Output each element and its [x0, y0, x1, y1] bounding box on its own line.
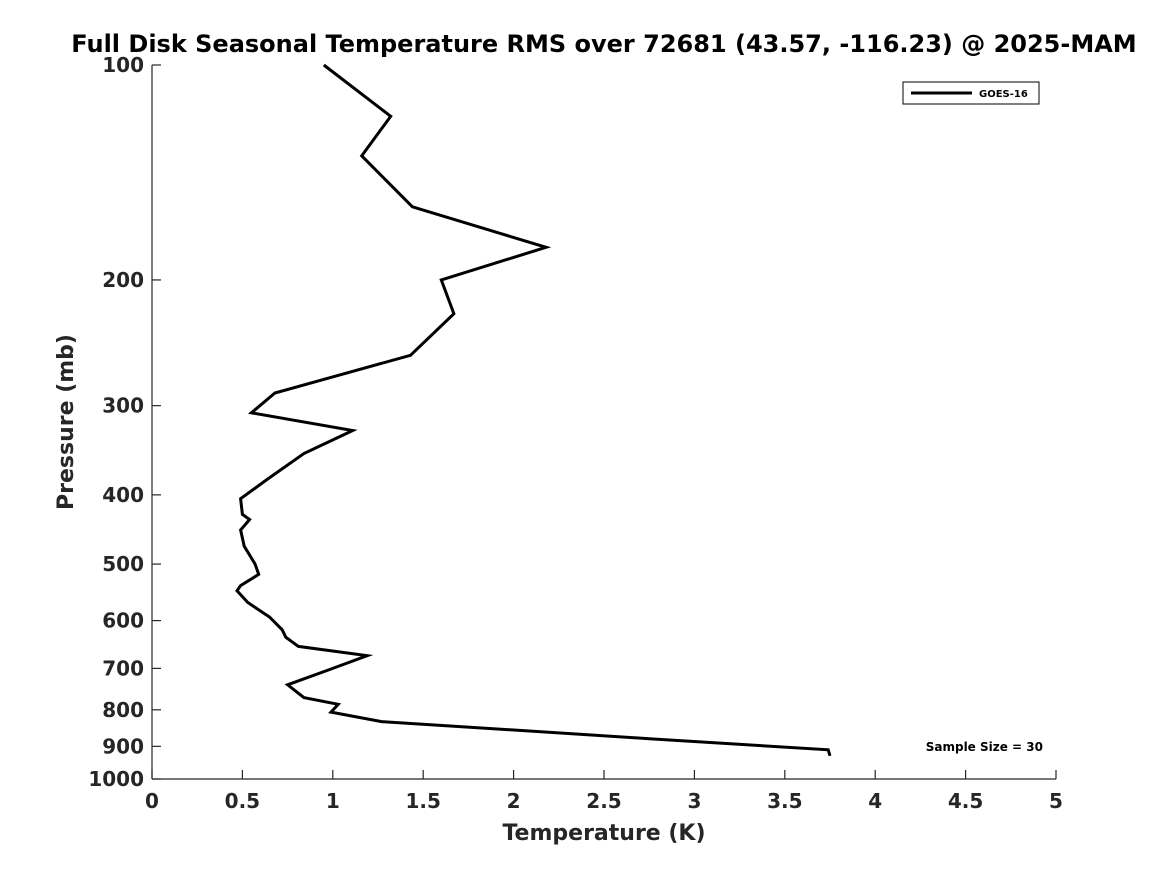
x-tick-label: 4.5 — [948, 789, 983, 813]
x-tick-label: 1.5 — [405, 789, 440, 813]
y-tick-label: 100 — [102, 53, 144, 77]
legend-label-goes-16: GOES-16 — [979, 89, 1028, 100]
y-ticks: 100 200 300 400 500 600 700 800 900 1000 — [88, 53, 161, 791]
x-tick-label: 2 — [507, 789, 521, 813]
x-tick-label: 0.5 — [225, 789, 260, 813]
legend: GOES-16 — [902, 81, 1040, 105]
x-tick-label: 4 — [868, 789, 882, 813]
x-tick-label: 3 — [687, 789, 701, 813]
plot-area — [152, 65, 1056, 779]
x-tick-label: 5 — [1049, 789, 1063, 813]
y-tick-label: 800 — [102, 698, 144, 722]
y-tick-label: 400 — [102, 483, 144, 507]
y-tick-label: 600 — [102, 609, 144, 633]
y-tick-label: 1000 — [88, 767, 144, 791]
x-tick-label: 1 — [326, 789, 340, 813]
y-tick-label: 500 — [102, 552, 144, 576]
x-tick-label: 2.5 — [586, 789, 621, 813]
chart-title: Full Disk Seasonal Temperature RMS over … — [71, 30, 1136, 58]
x-tick-label: 0 — [145, 789, 159, 813]
y-tick-label: 300 — [102, 394, 144, 418]
sample-size-annotation: Sample Size = 30 — [926, 740, 1043, 754]
series-layer — [235, 63, 832, 757]
series-line-goes-16 — [235, 63, 832, 757]
x-axis-label: Temperature (K) — [502, 821, 705, 846]
y-tick-label: 200 — [102, 268, 144, 292]
y-tick-label: 900 — [102, 734, 144, 758]
y-tick-label: 700 — [102, 656, 144, 680]
x-tick-label: 3.5 — [767, 789, 802, 813]
y-axis-label: Pressure (mb) — [54, 334, 79, 510]
x-ticks: 0 0.5 1 1.5 2 2.5 3 3.5 4 4.5 5 — [145, 770, 1063, 813]
